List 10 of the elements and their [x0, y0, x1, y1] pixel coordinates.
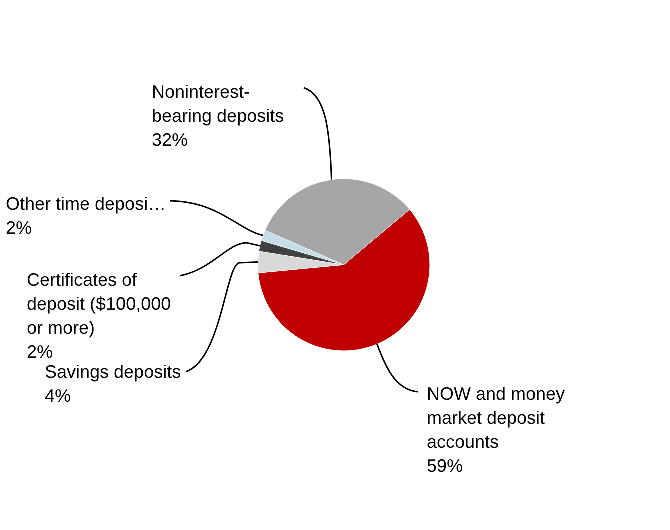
- data-label: 2%: [6, 218, 32, 238]
- data-label: 2%: [27, 342, 54, 362]
- slice-label: Savings deposits: [45, 362, 182, 382]
- slice-label: Certificates of deposit ($100,000 or more): [27, 270, 172, 338]
- slice-label: Noninterest-bearing deposits: [152, 82, 284, 126]
- data-label: 59%: [427, 456, 464, 476]
- slice-label: Other time deposi…: [6, 194, 166, 214]
- slice-label: NOW and money market deposit accounts: [427, 384, 566, 452]
- data-label: 4%: [45, 386, 72, 406]
- data-label: 32%: [152, 130, 188, 150]
